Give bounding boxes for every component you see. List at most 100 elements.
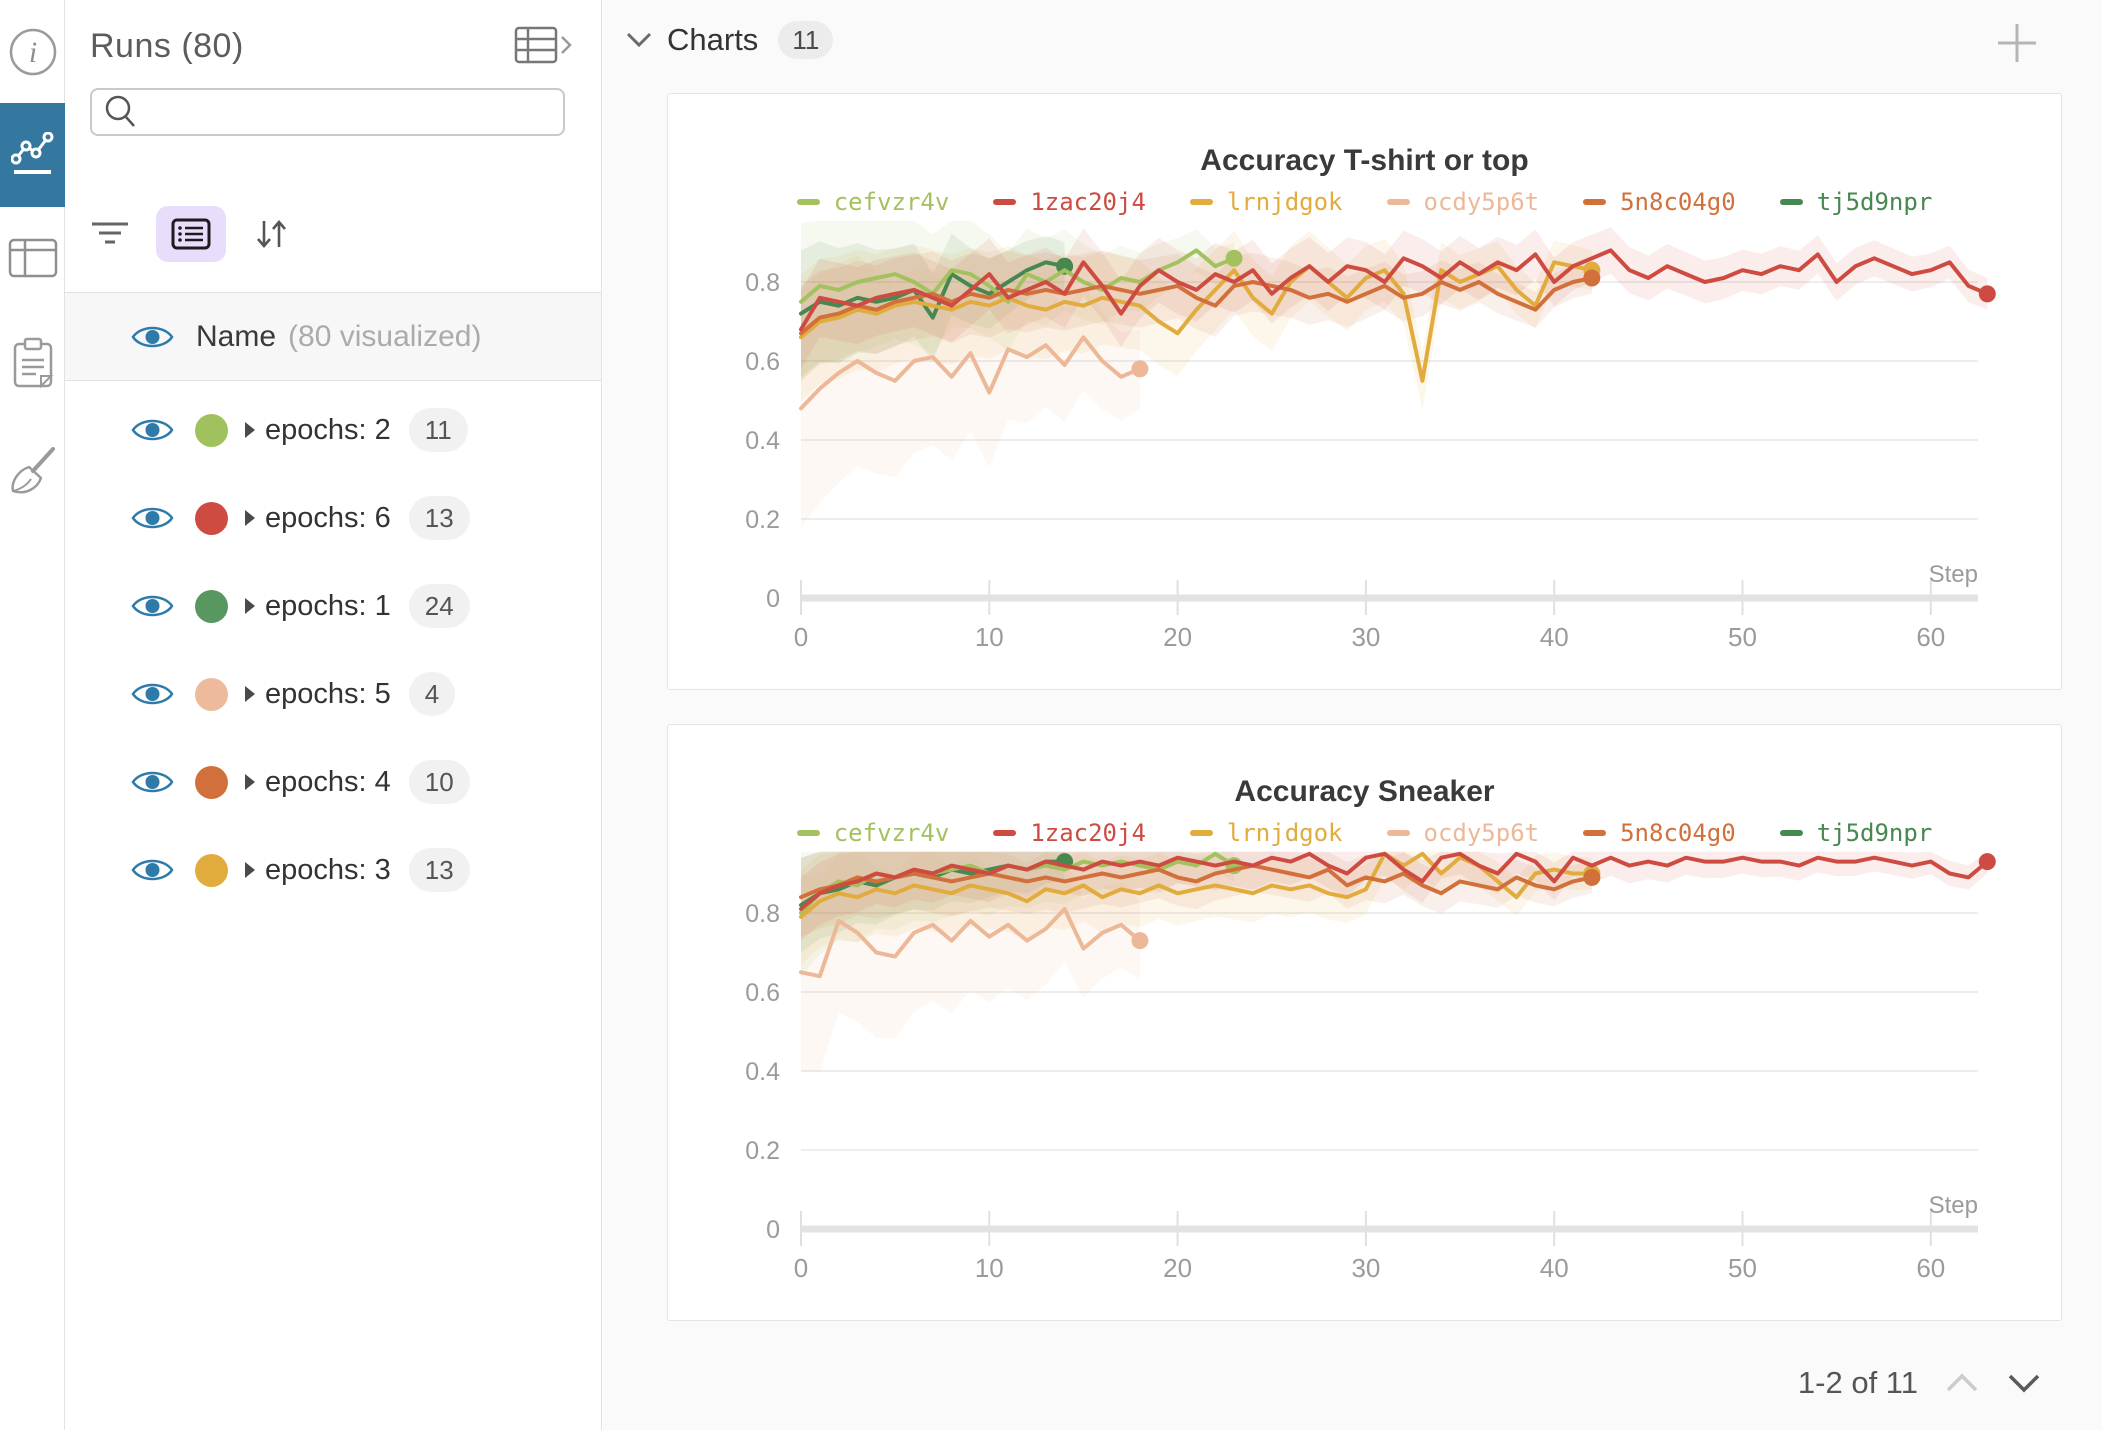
charts-collapse-button[interactable] [625, 31, 653, 49]
legend-dash [796, 199, 820, 205]
svg-text:0.4: 0.4 [745, 427, 780, 455]
run-group-row[interactable]: epochs: 6 13 [65, 474, 601, 562]
svg-text:Step: Step [1929, 1192, 1978, 1219]
run-group-color-dot [195, 501, 228, 535]
legend-dash [993, 830, 1017, 836]
chart-panel-accuracy-tshirt[interactable]: Accuracy T-shirt or top cefvzr4v 1zac20j4… [667, 93, 2062, 690]
legend-run-name: tj5d9npr [1816, 188, 1933, 216]
svg-text:20: 20 [1163, 622, 1192, 652]
chevron-up-icon [1946, 1373, 1978, 1392]
run-group-label: epochs: 2 [265, 413, 391, 446]
run-count-badge: 11 [408, 408, 468, 452]
panel-pagination: 1-2 of 11 [1798, 1360, 2042, 1406]
chart-legend: cefvzr4v 1zac20j4 lrnjdgok ocdy5p6t 5n8c04g0… [668, 819, 2061, 847]
sweeps-tab[interactable] [0, 440, 65, 502]
run-group-color-dot [195, 765, 228, 799]
list-view-icon [171, 218, 211, 250]
legend-run-name: 5n8c04g0 [1620, 188, 1736, 216]
run-group-label: epochs: 5 [265, 677, 391, 710]
expand-caret-icon[interactable] [243, 420, 257, 440]
clipboard-icon [13, 337, 53, 389]
legend-item[interactable]: lrnjdgok [1189, 188, 1343, 216]
charts-section-title: Charts [667, 22, 759, 57]
run-count-badge: 13 [408, 496, 470, 540]
legend-run-name: ocdy5p6t [1423, 188, 1540, 216]
charts-workspace: Charts 11 Accuracy T-shirt or top cefvzr… [603, 0, 2102, 1430]
run-group-row[interactable]: epochs: 5 4 [65, 650, 601, 738]
svg-text:0.8: 0.8 [745, 900, 780, 928]
sort-button[interactable] [252, 217, 290, 251]
add-panel-button[interactable] [1994, 20, 2040, 66]
chart-title: Accuracy T-shirt or top [1200, 144, 1529, 177]
svg-text:40: 40 [1540, 622, 1569, 652]
legend-dash [1779, 199, 1803, 205]
legend-item[interactable]: tj5d9npr [1779, 819, 1932, 847]
run-count-badge: 4 [408, 672, 456, 716]
pagination-prev-button[interactable] [1944, 1372, 1980, 1394]
run-group-color-dot [195, 677, 228, 711]
run-group-label: epochs: 1 [265, 589, 391, 622]
sort-icon [257, 220, 286, 248]
open-runs-table-button[interactable] [514, 26, 576, 66]
legend-dash [1779, 830, 1803, 836]
legend-item[interactable]: ocdy5p6t [1386, 819, 1539, 847]
left-icon-bar: i [0, 0, 65, 1430]
expand-caret-icon[interactable] [243, 860, 257, 880]
run-count-badge: 10 [408, 760, 470, 804]
chart-panel-accuracy-sneaker[interactable]: Accuracy Sneaker cefvzr4v 1zac20j4 lrnjdgo… [667, 724, 2062, 1321]
run-group-row[interactable]: epochs: 3 13 [65, 826, 601, 914]
legend-item[interactable]: cefvzr4v [796, 819, 949, 847]
legend-item[interactable]: 5n8c04g0 [1583, 188, 1736, 216]
visibility-eye-icon[interactable] [131, 503, 174, 533]
svg-text:0: 0 [794, 1253, 808, 1283]
chart-plot-area[interactable]: 0.2 0.4 0.6 0.8 00 10 20 30 40 50 60 Step [668, 725, 2063, 1322]
legend-item[interactable]: 1zac20j4 [993, 819, 1146, 847]
svg-text:60: 60 [1916, 1253, 1945, 1283]
svg-text:10: 10 [975, 622, 1004, 652]
run-group-row[interactable]: epochs: 2 11 [65, 386, 601, 474]
legend-item[interactable]: 5n8c04g0 [1583, 819, 1736, 847]
legend-dash [1189, 199, 1213, 205]
visibility-eye-icon[interactable] [131, 415, 174, 445]
legend-item[interactable]: ocdy5p6t [1386, 188, 1540, 216]
expand-caret-icon[interactable] [243, 684, 257, 704]
visibility-eye-icon[interactable] [131, 679, 174, 709]
legend-dash [1583, 830, 1607, 836]
visibility-eye-icon[interactable] [131, 591, 174, 621]
list-view-button[interactable] [156, 206, 226, 262]
table-tab[interactable] [0, 230, 65, 285]
visibility-eye-icon[interactable] [131, 322, 174, 352]
legend-run-name: 5n8c04g0 [1620, 819, 1736, 847]
legend-run-name: lrnjdgok [1226, 188, 1343, 216]
run-group-row[interactable]: epochs: 4 10 [65, 738, 601, 826]
svg-text:Step: Step [1929, 561, 1978, 588]
expand-caret-icon[interactable] [243, 772, 257, 792]
legend-item[interactable]: cefvzr4v [796, 188, 949, 216]
charts-count-badge: 11 [778, 21, 834, 59]
charts-tab-active[interactable] [0, 103, 65, 207]
visibility-eye-icon[interactable] [131, 855, 174, 885]
svg-text:60: 60 [1916, 622, 1945, 652]
expand-caret-icon[interactable] [243, 596, 257, 616]
legend-dash [1386, 830, 1410, 836]
name-header-row[interactable]: Name (80 visualized) [65, 292, 601, 381]
svg-text:30: 30 [1351, 622, 1380, 652]
pagination-label: 1-2 of 11 [1797, 1365, 1918, 1400]
chart-legend: cefvzr4v 1zac20j4 lrnjdgok ocdy5p6t 5n8c04g0… [668, 188, 2061, 216]
visibility-eye-icon[interactable] [131, 767, 174, 797]
notes-tab[interactable] [0, 333, 65, 393]
runs-search-input[interactable] [148, 92, 563, 132]
filter-button[interactable] [90, 219, 130, 249]
svg-text:50: 50 [1728, 1253, 1757, 1283]
pagination-next-button[interactable] [2006, 1372, 2042, 1394]
run-group-row[interactable]: epochs: 1 24 [65, 562, 601, 650]
info-tab[interactable]: i [0, 22, 65, 82]
chart-plot-area[interactable]: 0.2 0.4 0.6 0.8 00 10 20 30 40 50 60 Step [668, 94, 2063, 691]
svg-text:0.8: 0.8 [745, 269, 780, 297]
runs-table-expand-icon [514, 26, 572, 64]
expand-caret-icon[interactable] [243, 508, 257, 528]
svg-text:0.2: 0.2 [745, 1137, 780, 1165]
legend-item[interactable]: tj5d9npr [1779, 188, 1933, 216]
legend-item[interactable]: lrnjdgok [1189, 819, 1343, 847]
legend-item[interactable]: 1zac20j4 [993, 188, 1146, 216]
